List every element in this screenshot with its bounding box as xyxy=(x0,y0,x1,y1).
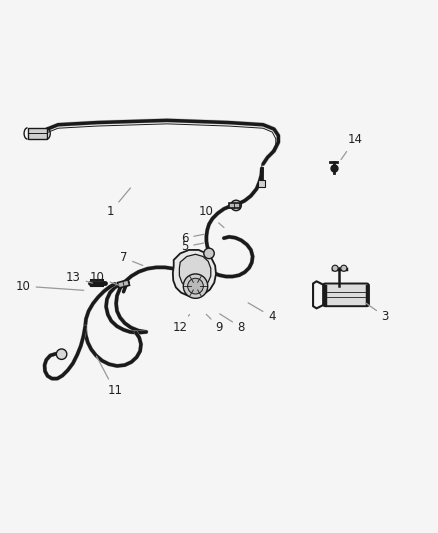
Text: 7: 7 xyxy=(120,251,142,265)
Circle shape xyxy=(203,248,214,259)
Text: 11: 11 xyxy=(96,356,122,397)
Polygon shape xyxy=(173,250,215,296)
Text: 9: 9 xyxy=(206,314,223,334)
Circle shape xyxy=(56,349,67,359)
Text: 12: 12 xyxy=(172,314,189,334)
Bar xyxy=(28,128,47,139)
Text: 10: 10 xyxy=(16,280,84,293)
Text: 1: 1 xyxy=(106,188,130,219)
Circle shape xyxy=(187,278,203,294)
Text: 10: 10 xyxy=(90,271,118,285)
Text: 6: 6 xyxy=(180,232,203,245)
Circle shape xyxy=(183,274,207,298)
Polygon shape xyxy=(179,254,210,289)
Text: 8: 8 xyxy=(219,314,244,334)
Circle shape xyxy=(230,200,241,211)
Text: 13: 13 xyxy=(66,271,92,284)
Polygon shape xyxy=(228,203,239,208)
Circle shape xyxy=(331,265,337,271)
Text: 5: 5 xyxy=(180,240,203,253)
Circle shape xyxy=(340,265,346,271)
Text: 4: 4 xyxy=(247,303,275,323)
Text: 3: 3 xyxy=(365,303,388,323)
Text: 10: 10 xyxy=(198,206,223,228)
Text: 14: 14 xyxy=(340,133,361,159)
Bar xyxy=(258,180,265,187)
Polygon shape xyxy=(117,280,129,288)
FancyBboxPatch shape xyxy=(322,284,368,306)
